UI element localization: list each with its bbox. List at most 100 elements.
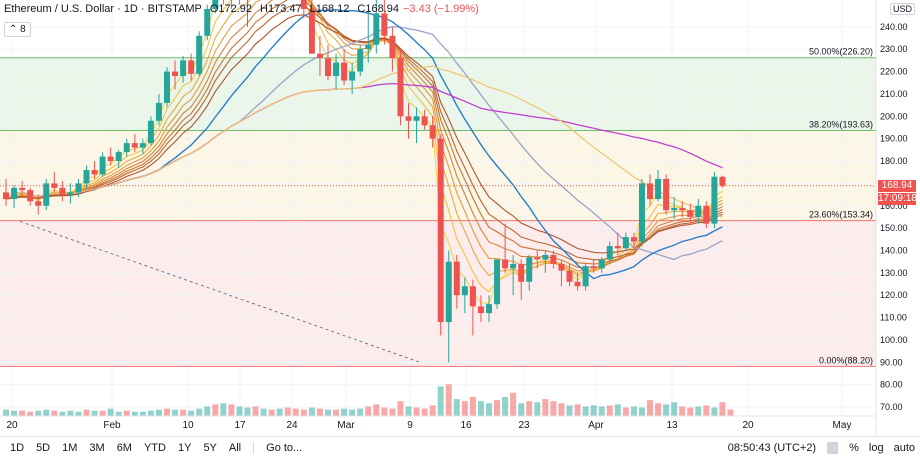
countdown-tag: 17:09:18	[878, 193, 917, 205]
candle-body	[711, 176, 718, 224]
x-tick-label: Apr	[588, 420, 604, 431]
candle-body	[164, 71, 170, 103]
range-5d-button[interactable]: 5D	[36, 441, 51, 454]
x-tick-label: 13	[666, 420, 678, 431]
volume-bar	[469, 396, 476, 416]
x-tick-label: 24	[286, 420, 298, 431]
toolbar-divider	[253, 441, 255, 454]
indicators-toggle-button[interactable]: ⌃ 8	[4, 22, 31, 37]
candle-body	[381, 13, 388, 36]
symbol-title: Ethereum / U.S. Dollar · 1D · BITSTAMP	[4, 3, 202, 15]
range-ytd-button[interactable]: YTD	[143, 441, 166, 454]
candle-body	[622, 237, 629, 249]
volume-bar	[695, 406, 702, 416]
volume-bar	[373, 404, 380, 416]
y-tick-label: 200.00	[880, 111, 908, 121]
ohlc-low: L168.12	[309, 3, 350, 15]
range-6m-button[interactable]: 6M	[116, 441, 132, 454]
volume-bar	[139, 411, 146, 416]
volume-bar	[284, 407, 291, 416]
candle-body	[27, 190, 34, 202]
candle-body	[325, 58, 331, 77]
volume-bar	[381, 407, 388, 416]
candle-body	[719, 176, 726, 186]
volume-bar	[558, 403, 565, 416]
range-1y-button[interactable]: 1Y	[177, 441, 192, 454]
candle-body	[663, 178, 670, 211]
volume-bar	[27, 411, 34, 416]
volume-bar	[614, 404, 621, 416]
go-to-button[interactable]: Go to...	[266, 441, 303, 454]
volume-bar	[526, 401, 533, 416]
candle-body	[180, 60, 187, 77]
price-chart[interactable]: 50.00%(226.20) 38.20%(193.63) 23.60%(153.3…	[0, 0, 920, 436]
volume-bar	[59, 411, 66, 416]
volume-bar	[461, 401, 468, 416]
candle-body	[365, 44, 372, 50]
volume-bar	[397, 401, 404, 416]
clock-readout[interactable]: 08:50:43 (UTC+2)	[727, 441, 817, 454]
candle-body	[558, 263, 565, 271]
y-tick-label: 240.00	[880, 22, 908, 32]
candle-body	[341, 62, 348, 81]
volume-bar	[244, 407, 251, 416]
range-1m-button[interactable]: 1M	[62, 441, 78, 454]
x-tick-label: Feb	[103, 420, 121, 431]
percent-scale-button[interactable]: %	[849, 441, 859, 454]
range-all-button[interactable]: All	[228, 441, 242, 454]
candle-body	[510, 263, 517, 269]
y-tick-label: 220.00	[880, 67, 908, 77]
volume-bar	[389, 408, 396, 416]
auto-scale-button[interactable]: auto	[893, 441, 915, 454]
volume-bar	[606, 405, 613, 416]
volume-bar	[19, 410, 26, 416]
volume-bar	[486, 403, 492, 416]
volume-bar	[574, 404, 581, 416]
volume-bar	[622, 407, 629, 416]
volume-bar	[542, 399, 549, 416]
candle-body	[333, 62, 340, 77]
candle-body	[486, 304, 492, 314]
ohlc-close: C168.94	[357, 3, 399, 15]
fib-level-label: 0.00%(88.20)	[819, 355, 873, 365]
volume-bar	[365, 406, 372, 416]
fib-level-label: 50.00%(226.20)	[809, 47, 873, 57]
volume-bar	[308, 407, 315, 416]
x-tick-label: May	[833, 420, 852, 431]
y-tick-label: 100.00	[880, 335, 908, 345]
volume-bar	[357, 408, 364, 416]
trendline-dashed	[19, 220, 421, 363]
candle-body	[389, 35, 396, 59]
volume-bar	[477, 401, 484, 416]
volume-bar	[300, 409, 307, 416]
currency-badge[interactable]: USD	[890, 3, 916, 15]
range-1d-button[interactable]: 1D	[10, 441, 25, 454]
volume-bar	[341, 408, 348, 416]
candle-body	[308, 8, 315, 54]
candle-body	[91, 169, 98, 175]
volume-bar	[115, 411, 122, 416]
candle-body	[35, 201, 42, 206]
volume-bar	[405, 406, 412, 416]
sma-tan-line	[5, 65, 723, 218]
range-3m-button[interactable]: 3M	[89, 441, 105, 454]
candle-body	[429, 125, 436, 139]
volume-bar	[228, 404, 235, 416]
candle-body	[405, 116, 412, 121]
log-scale-button[interactable]: log	[868, 441, 884, 454]
chart-legend: Ethereum / U.S. Dollar · 1D · BITSTAMP O…	[4, 3, 479, 15]
volume-bar	[260, 408, 267, 416]
price-axis-background	[876, 0, 920, 436]
y-tick-label: 150.00	[880, 223, 908, 233]
y-tick-label: 230.00	[880, 44, 908, 54]
volume-bar	[711, 407, 718, 416]
candle-body	[695, 205, 702, 217]
candle-body	[421, 116, 428, 126]
candle-body	[413, 116, 420, 121]
candle-body	[671, 208, 678, 211]
volume-bar	[131, 411, 138, 416]
volume-bar	[35, 410, 42, 416]
volume-bar	[655, 403, 662, 416]
range-5y-button[interactable]: 5Y	[203, 441, 217, 454]
volume-bar	[11, 410, 18, 416]
